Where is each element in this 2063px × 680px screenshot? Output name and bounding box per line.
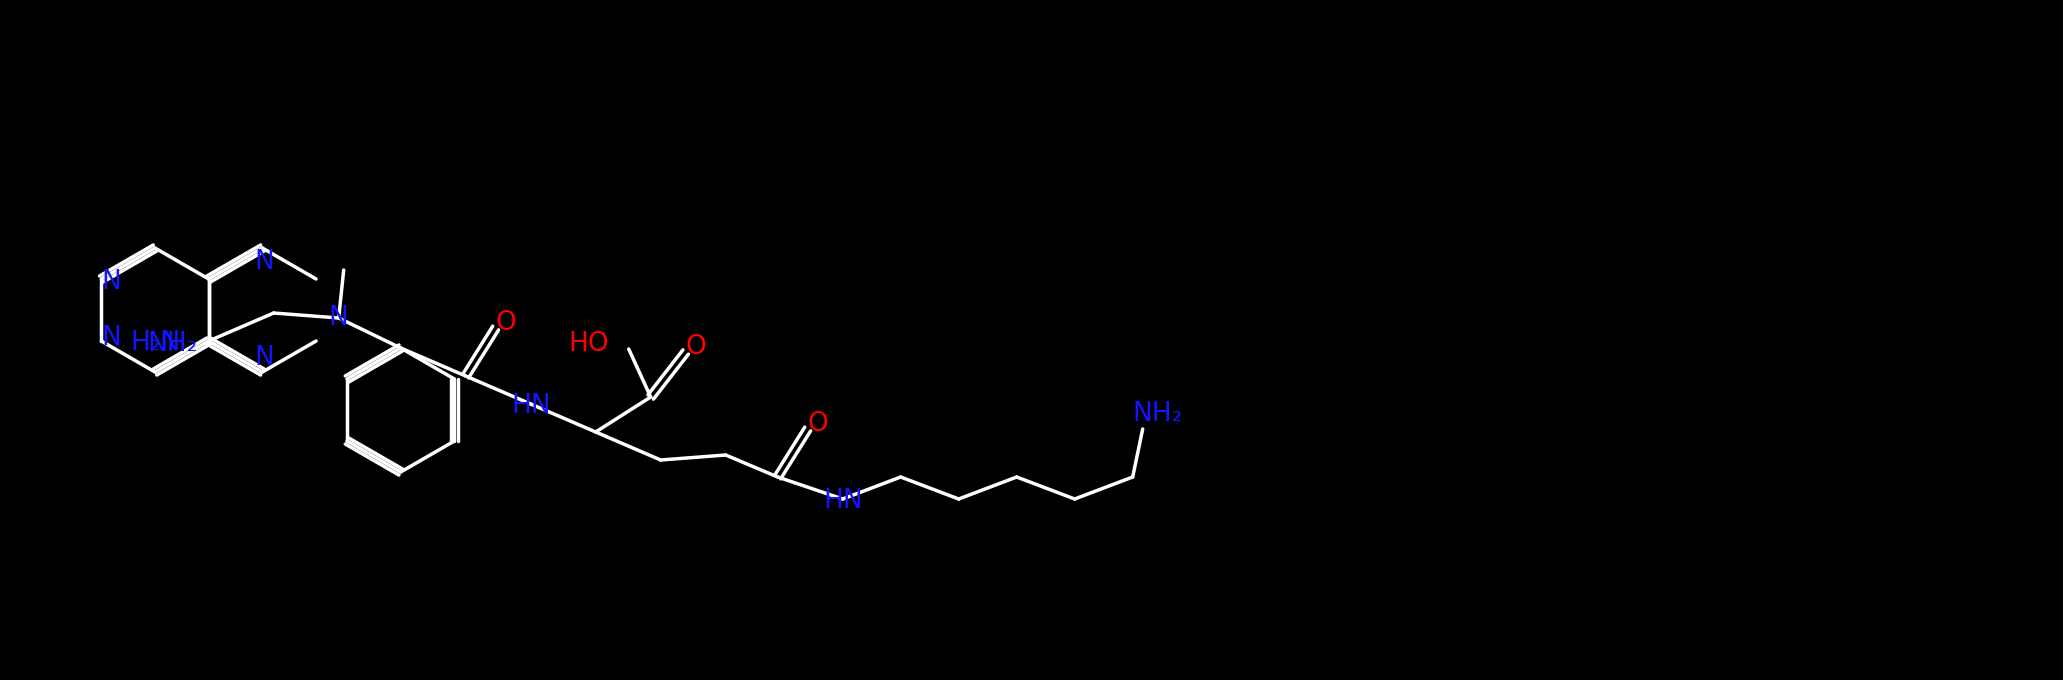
Text: HN: HN [823,488,862,514]
Text: N: N [101,269,122,295]
Text: NH₂: NH₂ [149,331,198,357]
Text: HN: HN [512,393,551,419]
Text: O: O [495,310,516,336]
Text: O: O [807,411,827,437]
Text: NH₂: NH₂ [1133,401,1182,427]
Text: N: N [101,325,122,351]
Text: N: N [328,305,349,331]
Text: H₂N: H₂N [130,330,182,356]
Text: HO: HO [567,331,609,357]
Text: O: O [685,334,706,360]
Text: N: N [254,345,274,371]
Text: N: N [254,249,274,275]
